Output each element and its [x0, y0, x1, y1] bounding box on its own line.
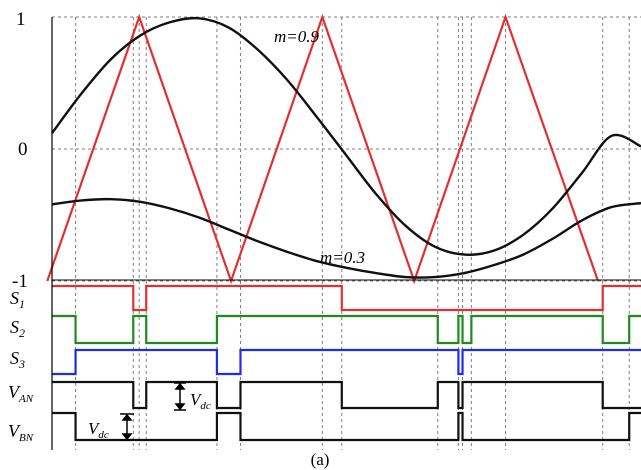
figure-caption: (a) [311, 450, 330, 469]
vdc-label-van: Vdc [190, 390, 211, 412]
switching-signals [52, 284, 641, 442]
plot-frame [51, 17, 641, 450]
pulse-vbn [52, 411, 641, 442]
reference-curve-m03 [51, 197, 641, 279]
y-tick-0: 0 [18, 139, 28, 160]
label-s2: S2 [10, 317, 25, 340]
label-van: VAN [8, 382, 34, 405]
label-s1: S1 [10, 288, 25, 311]
pulse-s1 [52, 284, 641, 312]
vdc-label-vbn: Vdc [88, 419, 109, 441]
reference-curve-m09 [51, 16, 641, 256]
pulse-s3 [52, 348, 641, 376]
label-vbn: VBN [8, 421, 34, 444]
pulse-van [52, 380, 641, 410]
y-tick-minus-1: -1 [12, 271, 28, 292]
reference-waveforms [51, 16, 641, 279]
label-s3: S3 [10, 348, 25, 371]
curve-label-m03: m=0.3 [320, 248, 365, 267]
carrier-triangle [46, 13, 600, 285]
y-tick-1: 1 [16, 9, 26, 30]
pulse-s2 [52, 314, 641, 345]
vdc-arrow-vbn [120, 413, 134, 441]
carrier-waveform [46, 13, 600, 285]
vdc-arrow-van [174, 382, 186, 411]
curve-label-m09: m=0.9 [274, 27, 319, 46]
